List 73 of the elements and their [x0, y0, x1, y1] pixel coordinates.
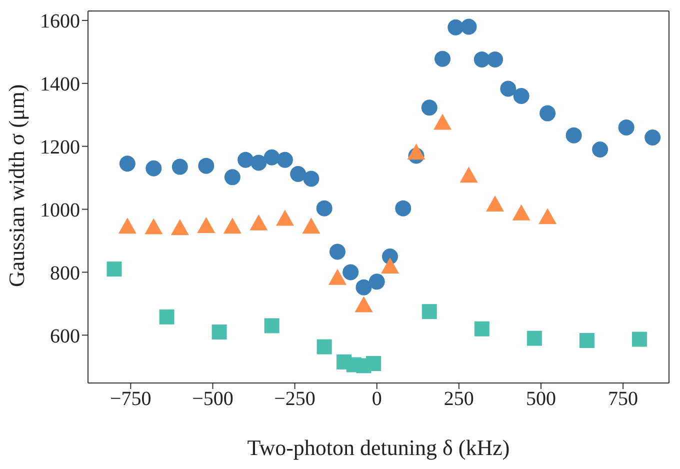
point — [342, 264, 359, 280]
point — [144, 218, 163, 234]
point — [329, 244, 346, 260]
y-axis-title: Gaussian width σ (μm) — [4, 84, 29, 287]
point — [500, 80, 516, 97]
point — [421, 100, 438, 116]
point — [592, 141, 608, 158]
point — [290, 166, 306, 182]
point — [395, 200, 412, 216]
point — [276, 152, 293, 168]
point — [368, 274, 385, 290]
point — [354, 296, 373, 312]
point — [238, 152, 254, 168]
point — [474, 51, 490, 68]
point — [526, 330, 542, 346]
point — [632, 332, 647, 347]
point — [276, 210, 294, 226]
point — [316, 200, 332, 216]
point — [223, 218, 242, 234]
x-tick-label: −750 — [110, 388, 152, 410]
point — [486, 196, 504, 212]
x-tick-label: 0 — [372, 388, 382, 410]
point — [474, 321, 490, 336]
x-tick-label: −500 — [192, 388, 234, 410]
point — [579, 333, 594, 348]
point — [448, 19, 464, 36]
y-tick-label: 600 — [50, 325, 80, 348]
x-tick-label: 250 — [444, 388, 474, 410]
point — [566, 127, 582, 144]
point — [172, 158, 188, 175]
point — [159, 309, 174, 324]
point — [434, 114, 452, 130]
y-tick-label: 800 — [50, 262, 80, 284]
point — [422, 304, 437, 320]
x-tick-label: 500 — [526, 388, 556, 410]
point — [538, 208, 557, 224]
y-tick-label: 1600 — [40, 10, 80, 33]
point — [212, 324, 227, 340]
point — [513, 88, 530, 104]
point — [118, 218, 136, 234]
x-tick-label: −250 — [274, 388, 316, 410]
point — [303, 170, 320, 187]
point — [170, 219, 189, 236]
point — [460, 166, 478, 183]
point — [460, 18, 477, 35]
point — [197, 216, 216, 233]
point — [366, 356, 382, 371]
point — [540, 105, 556, 122]
point — [264, 149, 280, 166]
point — [198, 158, 214, 174]
x-axis-title: Two-photon detuning δ (kHz) — [247, 435, 510, 460]
point — [618, 119, 634, 136]
point — [146, 160, 162, 176]
point — [434, 50, 451, 67]
point — [106, 262, 122, 277]
point — [264, 318, 280, 334]
x-tick-label: 750 — [608, 388, 638, 410]
point — [644, 130, 661, 146]
point — [380, 258, 399, 274]
point — [328, 268, 346, 285]
point — [487, 51, 504, 68]
y-tick-label: 1200 — [40, 136, 80, 158]
point — [512, 204, 530, 220]
point — [302, 218, 320, 234]
y-tick-label: 1400 — [40, 73, 80, 96]
point — [250, 214, 268, 230]
point — [356, 279, 372, 296]
point — [316, 339, 332, 354]
point — [250, 154, 267, 171]
point — [407, 144, 426, 160]
point — [224, 169, 240, 186]
y-tick-label: 1000 — [40, 199, 80, 222]
point — [119, 156, 136, 172]
